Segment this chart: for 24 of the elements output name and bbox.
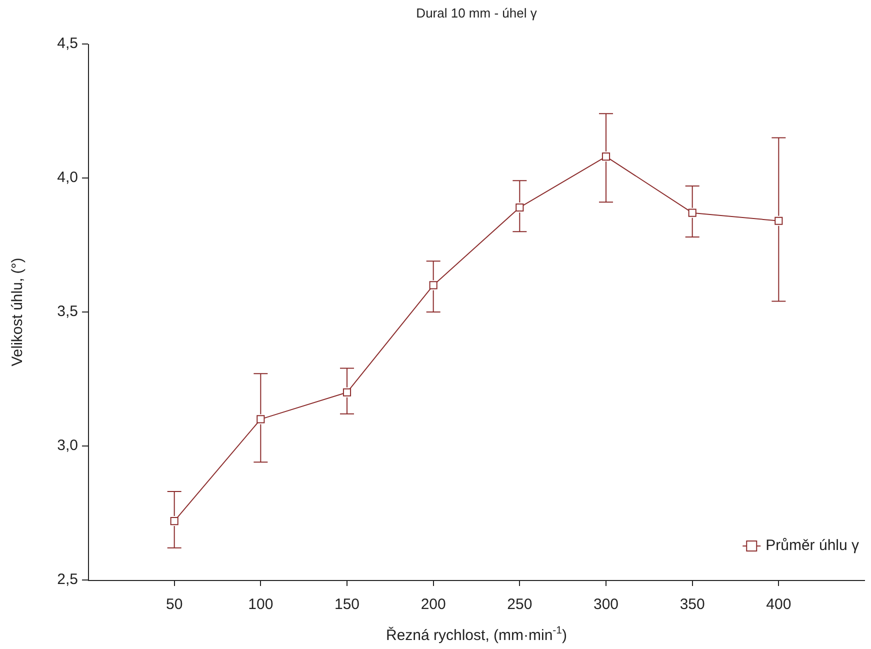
x-tick-label: 50 [166,596,183,614]
point [516,203,524,212]
legend-label: Průměr úhlu γ [766,537,860,554]
x-tick-label: 250 [507,596,532,614]
x-tick-label: 100 [248,596,274,614]
y-tick-label: 3,5 [57,303,78,320]
y-tick-label: 4,0 [57,169,78,186]
x-tick-label: 150 [334,596,360,614]
point [170,517,178,526]
point [602,152,610,161]
chart-title: Dural 10 mm - úhel γ [416,6,538,21]
point [774,216,783,225]
point [256,415,265,424]
y-axis-title: Velikost úhlu, (°) [9,258,26,366]
y-tick-label: 4,5 [57,35,78,52]
y-tick-label: 2,5 [57,571,78,588]
point [429,281,438,290]
x-tick-label: 200 [420,596,446,614]
x-tick-label: 400 [766,596,792,614]
x-tick-label: 300 [593,596,619,614]
y-tick-label: 3,0 [57,437,78,454]
point [688,208,696,217]
point [342,388,352,396]
x-tick-label: 350 [680,596,705,614]
